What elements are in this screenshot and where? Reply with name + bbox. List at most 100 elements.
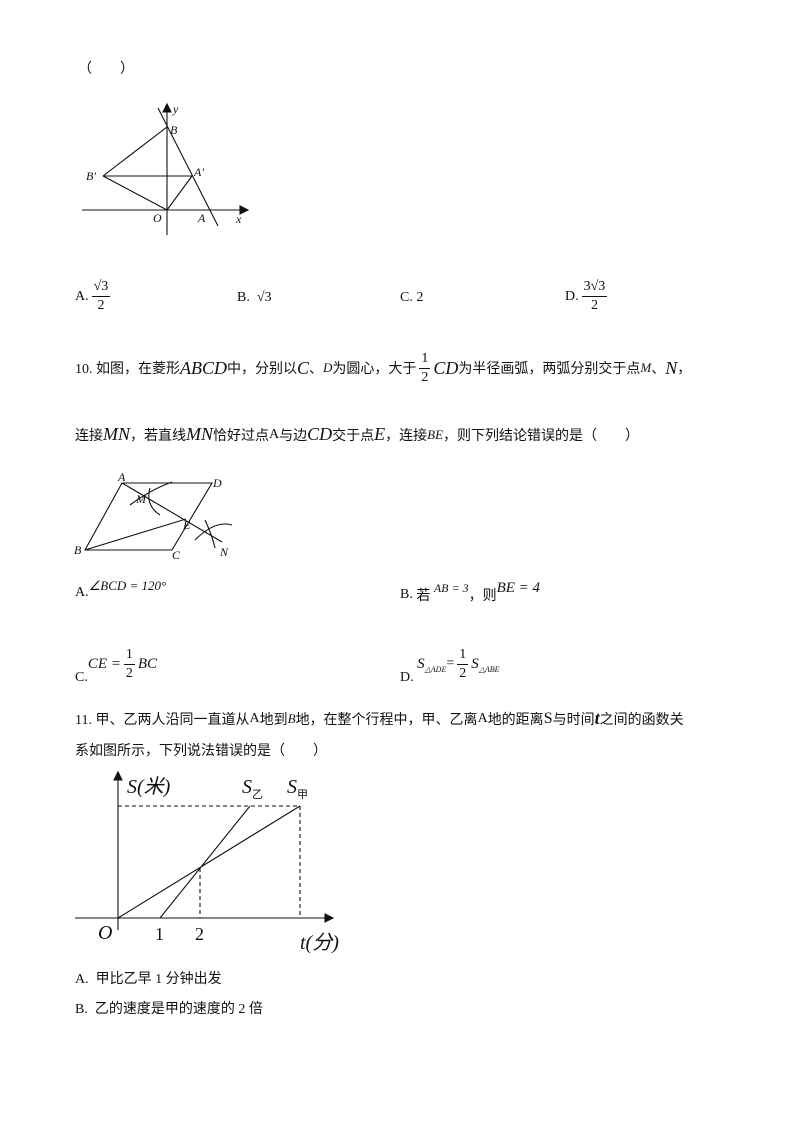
line-label: S乙 [242,776,263,802]
option-letter: B. [75,1002,88,1017]
text: 、 [309,362,324,377]
figure-label: A [198,211,206,225]
fraction: √3 2 [91,278,111,315]
subscript: △ADE [424,664,447,674]
option: A. 甲比乙早 1 分钟出发 [75,968,222,988]
figure-1 [82,102,250,235]
option-text: 2 [416,290,424,305]
figure-3 [75,770,335,930]
text: ，连接 [385,428,428,444]
question-line: 系如图所示，下列说法错误的是（ ） [75,744,327,759]
text: 地到 [259,712,288,728]
math: B [287,710,296,726]
question-line: 11. 甲、乙两人沿同一直道从 A 地到 B 地，在整个行程中，甲、乙离 A 地… [75,708,684,729]
math: ABCD [180,357,227,378]
subscript: 甲 [297,789,308,801]
text: 11. 甲、乙两人沿同一直道从 [75,712,250,728]
math: BE [427,426,444,442]
option-letter: A. [75,288,89,304]
math: ∠BCD = 120° [88,578,167,593]
text: 为圆心，大于 [332,362,417,377]
option: B. 乙的速度是甲的速度的 2 倍 [75,998,263,1018]
text: 为半径画弧，两弧分别交于点 [458,362,641,377]
text: 恰好过点 [213,428,269,444]
math: t [594,708,600,728]
figure-label: B [170,123,178,137]
math: S [287,776,297,798]
text: = [446,656,455,671]
math: E [374,424,386,444]
numerator: 1 [123,646,135,665]
option: B. √3 [237,290,272,306]
subscript: 乙 [252,789,263,801]
axis-label: S(米) [127,770,170,799]
math: BC [137,655,158,672]
text: 、 [651,362,666,377]
numerator: √3 [91,278,111,297]
numerator: 1 [457,646,469,665]
math: AB = 3 [433,580,469,595]
math: D [323,360,333,375]
math: CE = [87,655,121,672]
text: ， [677,362,692,377]
text: 交于点 [332,428,375,444]
math: CD [433,357,459,378]
option: B. 若 AB = 3 ，则 BE = 4 [400,580,540,605]
option-letter: C. [400,290,413,305]
denominator: 2 [590,298,598,313]
math: BE = 4 [496,579,541,596]
text: 连接 [75,428,103,444]
math: M [640,360,652,375]
math: S [417,655,425,672]
line-label: S甲 [287,776,308,802]
text: 中，分别以 [227,362,297,377]
fraction: 3√3 2 [581,278,608,315]
intro: （ ） [78,62,134,77]
text: 与时间 [552,712,595,728]
figure-label: y [173,102,179,116]
numerator: 1 [419,350,431,369]
tick-label: 2 [195,924,204,944]
denominator: 2 [459,665,467,681]
origin-label: O [98,922,113,944]
text: 地的距离 [487,712,544,728]
denominator: 2 [125,665,133,681]
math: S(米) [127,776,171,798]
option-letter: D. [565,288,579,304]
option: D. S △ADE = 1 2 S △ABE [400,642,500,686]
option-text: 乙的速度是甲的速度的 2 倍 [94,1002,263,1017]
option: A. ∠BCD = 120° [75,578,166,601]
math: S [471,655,479,672]
option: C. CE = 1 2 BC [75,642,157,686]
option-letter: D. [400,670,414,685]
math: N [665,357,678,378]
option-text: √3 [256,290,272,305]
figure-label: D [213,476,222,490]
figure-label: O [153,211,162,225]
text: ，则下列结论错误的是（ ） [443,428,640,444]
option-text: 甲比乙早 1 分钟出发 [95,972,222,987]
option-letter: A. [75,972,89,987]
subscript: △ABE [478,664,500,674]
figure-label: B [74,543,82,557]
figure-2 [84,481,233,551]
figure-label: M [136,492,146,506]
figure-label: x [236,212,242,226]
math: CD [307,424,333,444]
option-letter: B. [237,290,250,305]
text: 之间的函数关 [599,712,684,728]
text: ，若直线 [130,428,186,444]
math: MN [186,424,213,444]
text: S [543,709,553,727]
option-letter: B. [400,587,413,602]
option: A. √3 2 [75,278,113,315]
denominator: 2 [97,298,105,313]
figure-label: B' [86,169,96,183]
text: 若 [416,589,431,604]
option-letter: C. [75,670,88,685]
text: A [477,710,488,726]
